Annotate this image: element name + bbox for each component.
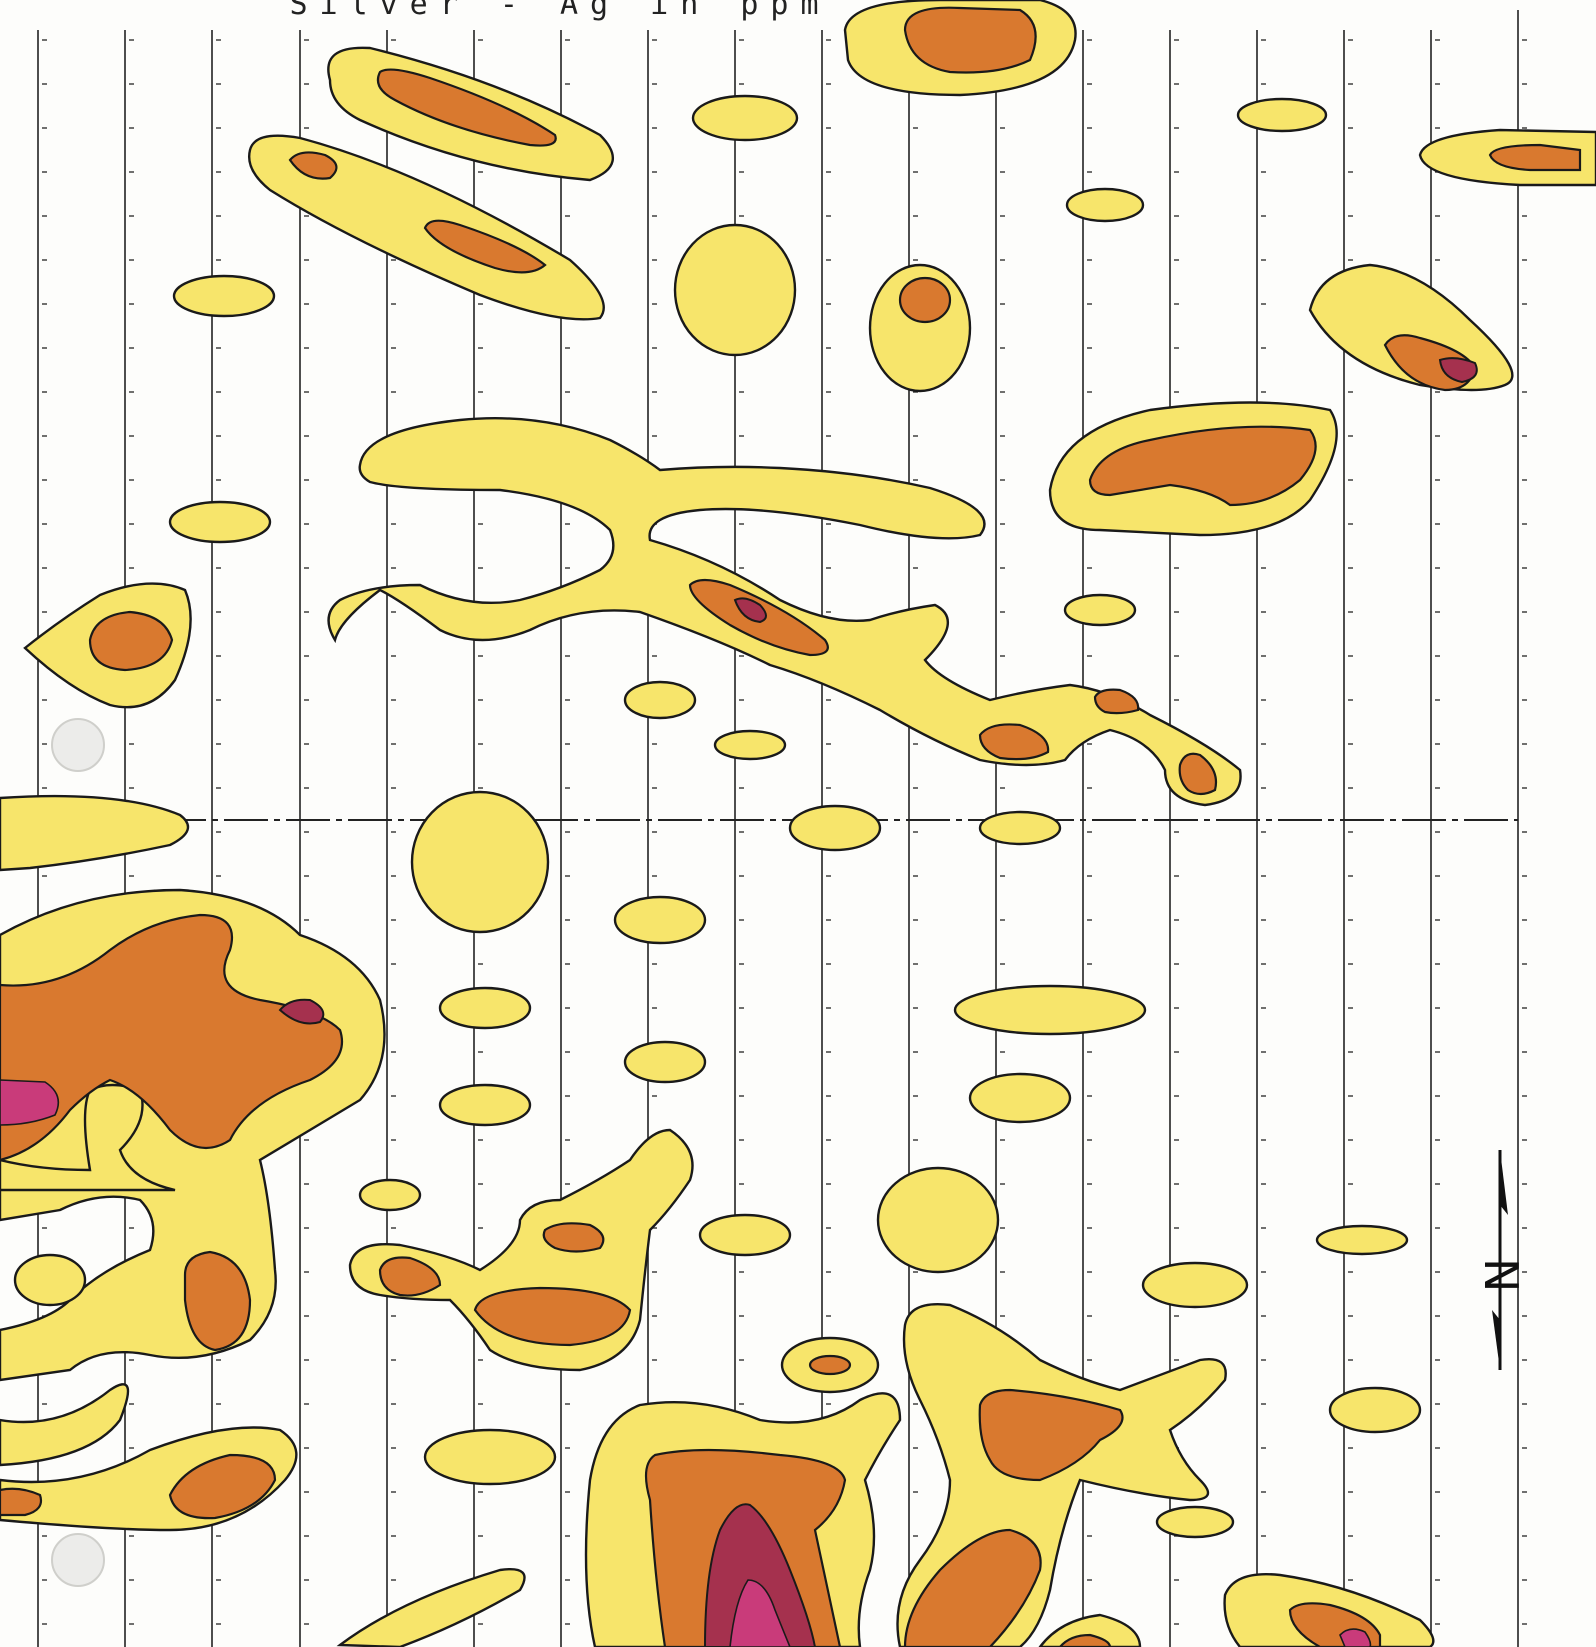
anomaly-zone — [1063, 593, 1137, 627]
anomaly-zone — [713, 729, 787, 761]
anomaly-zone — [1038, 1613, 1142, 1647]
anomaly-zone — [88, 610, 174, 672]
anomaly-zone — [898, 276, 952, 324]
binder-hole — [51, 1533, 105, 1587]
anomaly-zone — [168, 1453, 277, 1520]
anomaly-zone — [1438, 357, 1478, 384]
anomaly-zone — [1065, 187, 1145, 223]
anomaly-zone — [733, 597, 767, 624]
anomaly-zone — [0, 1079, 60, 1126]
anomaly-zone — [876, 1166, 1000, 1274]
anomaly-zone — [278, 998, 325, 1025]
anomaly-zone — [0, 1383, 130, 1467]
anomaly-zone — [978, 1388, 1124, 1482]
anomaly-zone — [438, 986, 532, 1030]
anomaly-zone — [410, 790, 550, 934]
anomaly-zone — [1141, 1261, 1249, 1309]
anomaly-zone — [1488, 143, 1582, 172]
anomaly-zone — [183, 1250, 252, 1352]
anomaly-zone — [729, 1579, 791, 1647]
binder-hole — [51, 718, 105, 772]
anomaly-zone — [978, 723, 1050, 761]
anomaly-zone — [808, 1354, 852, 1376]
anomaly-zone — [336, 1568, 526, 1647]
anomaly-zone — [423, 219, 547, 274]
anomaly-zone — [378, 1256, 442, 1297]
anomaly-zone — [168, 500, 272, 544]
anomaly-zone — [968, 1072, 1072, 1124]
anomaly-zone — [288, 151, 338, 180]
map-title: Silver - Ag in ppm — [289, 0, 830, 22]
anomaly-zone — [376, 68, 557, 147]
anomaly-zone — [438, 1083, 532, 1127]
anomaly-zone — [1328, 1386, 1422, 1434]
anomaly-zone — [1088, 425, 1317, 507]
anomaly-zone — [423, 1428, 557, 1486]
anomaly-zone — [0, 794, 190, 872]
anomaly-zone — [172, 274, 276, 318]
anomaly-zone — [788, 804, 882, 852]
anomaly-zone — [1236, 97, 1328, 133]
anomaly-zone — [623, 680, 697, 720]
anomaly-zone — [1058, 1633, 1112, 1647]
anomaly-zone — [673, 223, 797, 357]
north-label: N — [1474, 1258, 1528, 1292]
anomaly-zone — [1339, 1628, 1372, 1647]
anomaly-zone — [703, 1503, 817, 1647]
anomaly-zone — [613, 895, 707, 945]
anomaly-zone — [953, 984, 1147, 1036]
anomaly-zone — [473, 1286, 632, 1347]
anomaly-zone — [978, 810, 1062, 846]
anomaly-zone — [1178, 752, 1218, 796]
anomaly-zone — [903, 6, 1037, 74]
anomaly-zone — [691, 94, 799, 142]
anomaly-zone — [542, 1222, 605, 1253]
anomaly-zone — [0, 1487, 43, 1517]
anomaly-zone — [1315, 1224, 1409, 1256]
sample-stations — [42, 39, 1527, 1625]
anomaly-zone — [358, 1178, 422, 1212]
anomaly-zone — [698, 1213, 792, 1257]
anomaly-zone — [1093, 688, 1140, 715]
anomaly-zone — [0, 913, 344, 1162]
anomaly-zone — [1155, 1505, 1235, 1539]
anomaly-zone — [903, 1528, 1042, 1647]
anomaly-zone — [13, 1253, 87, 1307]
north-arrow: N — [1474, 1150, 1528, 1370]
anomaly-zone — [623, 1040, 707, 1084]
